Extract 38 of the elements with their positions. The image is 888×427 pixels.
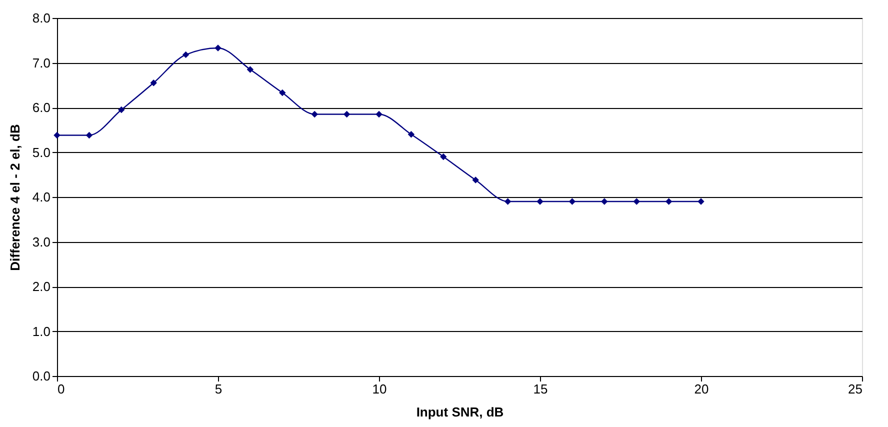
y-tick-label: 1.0 (32, 324, 50, 339)
point (440, 153, 447, 160)
point (633, 198, 640, 205)
y-tick-label: 6.0 (32, 100, 50, 115)
point (568, 198, 576, 205)
point (150, 80, 157, 86)
y-tick-label: 4.0 (32, 190, 50, 204)
x-tick-label: 25 (848, 382, 862, 396)
point (408, 130, 415, 138)
y-tick-label: 2.0 (32, 279, 50, 294)
point (279, 89, 286, 96)
point (54, 132, 60, 139)
x-tick-label: 20 (694, 382, 709, 396)
x-tick-label: 15 (533, 382, 548, 396)
point (376, 110, 382, 118)
y-tick-label: 7.0 (32, 55, 50, 70)
y-tick-label: 5.0 (32, 144, 50, 160)
point (343, 110, 350, 118)
point (472, 176, 479, 184)
y-tick-label: 8.0 (32, 10, 50, 26)
point (214, 44, 222, 52)
point (601, 198, 608, 205)
point (86, 132, 93, 139)
point (118, 106, 125, 114)
x-axis-title: Input SNR, dB (416, 404, 504, 420)
point (665, 198, 672, 205)
point (311, 110, 318, 118)
x-tick-label: 10 (372, 382, 387, 396)
y-tick-label: 3.0 (32, 234, 50, 250)
point (182, 51, 190, 58)
point (504, 198, 512, 205)
y-axis-title: Difference 4 el - 2 el, dB (7, 124, 22, 271)
x-tick-label: 0 (58, 382, 65, 396)
point (536, 198, 544, 205)
x-tick-label: 5 (214, 382, 222, 396)
point (246, 66, 254, 73)
y-tick-label: 0.0 (32, 368, 50, 384)
point (698, 198, 704, 205)
